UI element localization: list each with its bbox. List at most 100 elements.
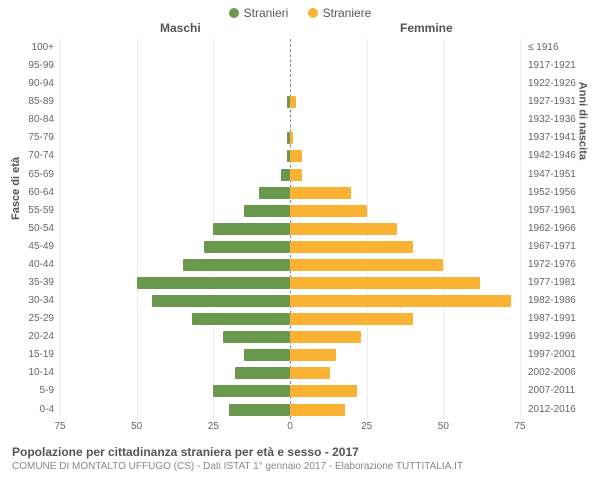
header-male: Maschi <box>160 21 201 35</box>
pyramid-row: 95-991917-1921 <box>60 57 520 75</box>
age-label: 75-79 <box>12 132 54 143</box>
x-tick-label: 25 <box>208 421 219 432</box>
birth-year-label: 1987-1991 <box>528 313 590 324</box>
pyramid-row: 70-741942-1946 <box>60 147 520 165</box>
bar-male <box>229 404 290 416</box>
birth-year-label: 1977-1981 <box>528 277 590 288</box>
bar-female <box>290 404 345 416</box>
bar-male <box>192 313 290 325</box>
pyramid-row: 10-142002-2006 <box>60 364 520 382</box>
birth-year-label: 1942-1946 <box>528 150 590 161</box>
bar-male <box>183 259 290 271</box>
birth-year-label: 2012-2016 <box>528 404 590 415</box>
legend-female-swatch <box>308 8 318 18</box>
age-label: 95-99 <box>12 60 54 71</box>
pyramid-row: 15-191997-2001 <box>60 346 520 364</box>
bar-male <box>152 295 290 307</box>
pyramid-row: 100+≤ 1916 <box>60 39 520 57</box>
bar-female <box>290 187 351 199</box>
bar-female <box>290 331 361 343</box>
bar-male <box>259 187 290 199</box>
pyramid-row: 60-641952-1956 <box>60 184 520 202</box>
bar-female <box>290 132 293 144</box>
header-female: Femmine <box>400 21 453 35</box>
age-label: 10-14 <box>12 367 54 378</box>
column-headers: Maschi Femmine <box>0 21 600 39</box>
bar-female <box>290 295 511 307</box>
bar-male <box>235 367 290 379</box>
pyramid-row: 5-92007-2011 <box>60 382 520 400</box>
pyramid-row: 80-841932-1936 <box>60 111 520 129</box>
age-label: 85-89 <box>12 96 54 107</box>
bar-female <box>290 277 480 289</box>
birth-year-label: 1917-1921 <box>528 60 590 71</box>
age-label: 20-24 <box>12 331 54 342</box>
age-label: 25-29 <box>12 313 54 324</box>
bar-female <box>290 385 357 397</box>
bar-female <box>290 367 330 379</box>
bar-rows: 100+≤ 191695-991917-192190-941922-192685… <box>60 39 520 419</box>
pyramid-row: 0-42012-2016 <box>60 401 520 419</box>
age-label: 60-64 <box>12 187 54 198</box>
pyramid-row: 25-291987-1991 <box>60 310 520 328</box>
age-label: 45-49 <box>12 241 54 252</box>
birth-year-label: 1982-1986 <box>528 295 590 306</box>
pyramid-row: 65-691947-1951 <box>60 166 520 184</box>
bar-female <box>290 96 296 108</box>
birth-year-label: 1952-1956 <box>528 187 590 198</box>
x-tick-label: 0 <box>287 421 293 432</box>
age-label: 80-84 <box>12 114 54 125</box>
birth-year-label: 1962-1966 <box>528 223 590 234</box>
x-tick-label: 50 <box>438 421 449 432</box>
caption-subtitle: COMUNE DI MONTALTO UFFUGO (CS) - Dati IS… <box>12 461 588 472</box>
age-label: 50-54 <box>12 223 54 234</box>
birth-year-label: 1937-1941 <box>528 132 590 143</box>
bar-male <box>137 277 290 289</box>
pyramid-row: 90-941922-1926 <box>60 75 520 93</box>
birth-year-label: 1997-2001 <box>528 349 590 360</box>
bar-male <box>213 223 290 235</box>
birth-year-label: 1992-1996 <box>528 331 590 342</box>
age-label: 90-94 <box>12 78 54 89</box>
pyramid-row: 20-241992-1996 <box>60 328 520 346</box>
birth-year-label: ≤ 1916 <box>528 42 590 53</box>
bar-male <box>204 241 290 253</box>
pyramid-row: 35-391977-1981 <box>60 274 520 292</box>
bar-female <box>290 313 413 325</box>
age-label: 30-34 <box>12 295 54 306</box>
birth-year-label: 1932-1936 <box>528 114 590 125</box>
legend: Stranieri Straniere <box>0 0 600 21</box>
x-tick-label: 75 <box>514 421 525 432</box>
pyramid-row: 55-591957-1961 <box>60 202 520 220</box>
birth-year-label: 1927-1931 <box>528 96 590 107</box>
pyramid-row: 75-791937-1941 <box>60 129 520 147</box>
bar-female <box>290 349 336 361</box>
birth-year-label: 1967-1971 <box>528 241 590 252</box>
bar-male <box>213 385 290 397</box>
bar-female <box>290 169 302 181</box>
birth-year-label: 1922-1926 <box>528 78 590 89</box>
legend-female-label: Straniere <box>323 6 372 20</box>
birth-year-label: 1947-1951 <box>528 169 590 180</box>
bar-female <box>290 241 413 253</box>
legend-male: Stranieri <box>229 6 289 20</box>
pyramid-row: 40-441972-1976 <box>60 256 520 274</box>
x-tick-label: 75 <box>54 421 65 432</box>
legend-male-swatch <box>229 8 239 18</box>
x-axis: 7550250255075 <box>60 419 520 439</box>
age-label: 100+ <box>12 42 54 53</box>
caption: Popolazione per cittadinanza straniera p… <box>12 445 588 472</box>
birth-year-label: 1957-1961 <box>528 205 590 216</box>
bar-female <box>290 150 302 162</box>
age-label: 0-4 <box>12 404 54 415</box>
plot-area: 100+≤ 191695-991917-192190-941922-192685… <box>60 39 520 419</box>
legend-female: Straniere <box>308 6 372 20</box>
pyramid-row: 85-891927-1931 <box>60 93 520 111</box>
bar-male <box>244 205 290 217</box>
legend-male-label: Stranieri <box>244 6 289 20</box>
age-label: 55-59 <box>12 205 54 216</box>
population-pyramid-chart: Stranieri Straniere Maschi Femmine Fasce… <box>0 0 600 500</box>
bar-female <box>290 259 443 271</box>
bar-male <box>223 331 290 343</box>
birth-year-label: 1972-1976 <box>528 259 590 270</box>
